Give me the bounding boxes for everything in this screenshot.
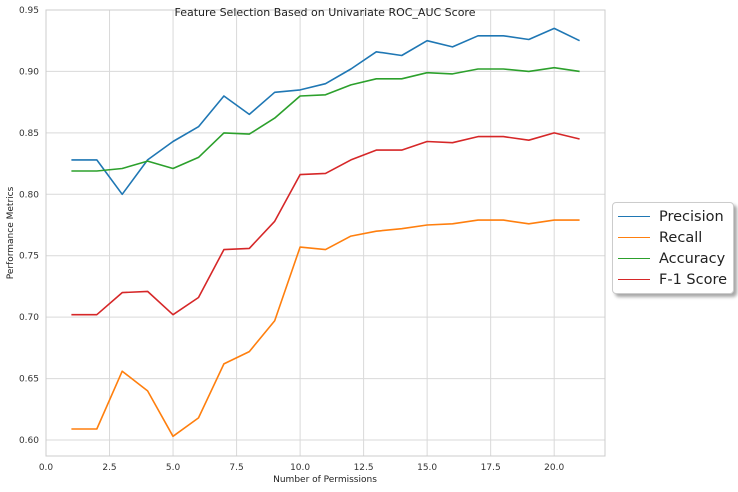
y-tick-label: 0.80 (19, 190, 39, 200)
legend-label-precision: Precision (659, 208, 724, 225)
series-line-precision (71, 27, 580, 196)
y-tick-label: 0.85 (19, 129, 39, 139)
legend-item-precision: Precision (613, 206, 733, 227)
x-tick-label: 5.0 (166, 463, 181, 473)
series-line-f-1-score (71, 132, 580, 316)
x-tick-label: 2.5 (102, 463, 116, 473)
x-tick-label: 7.5 (229, 463, 243, 473)
series-line-recall (71, 219, 580, 438)
y-tick-label: 0.60 (19, 436, 39, 446)
legend-item-accuracy: Accuracy (613, 248, 733, 269)
y-tick-label: 0.65 (19, 375, 39, 385)
legend-label-f1-score: F-1 Score (659, 271, 728, 288)
x-tick-label: 17.5 (481, 463, 501, 473)
legend-swatch-f1-score (618, 279, 650, 280)
series-line-accuracy (71, 66, 580, 172)
chart-title: Feature Selection Based on Univariate RO… (175, 6, 476, 19)
legend-swatch-precision (618, 216, 650, 217)
x-tick-label: 12.5 (354, 463, 374, 473)
plot-area (45, 9, 606, 457)
legend-swatch-accuracy (618, 258, 650, 259)
legend-label-accuracy: Accuracy (659, 250, 726, 267)
y-tick-labels: 0.60 0.65 0.70 0.75 0.80 0.85 0.90 0.95 (19, 6, 39, 446)
legend-item-f1-score: F-1 Score (613, 269, 733, 290)
legend-item-recall: Recall (613, 227, 733, 248)
legend: Precision Recall Accuracy F-1 Score (612, 202, 734, 294)
x-tick-label: 15.0 (417, 463, 437, 473)
x-tick-label: 20.0 (544, 463, 564, 473)
y-tick-label: 0.70 (19, 313, 39, 323)
grid (45, 9, 605, 456)
y-tick-label: 0.90 (19, 67, 39, 77)
x-tick-labels: 0.0 2.5 5.0 7.5 10.0 12.5 15.0 17.5 20.0 (39, 463, 565, 473)
legend-label-recall: Recall (659, 229, 703, 246)
y-axis-label: Performance Metrics (6, 186, 16, 279)
y-tick-label: 0.75 (19, 252, 39, 262)
x-tick-label: 10.0 (290, 463, 310, 473)
x-tick-label: 0.0 (39, 463, 54, 473)
y-tick-label: 0.95 (19, 6, 39, 16)
series-lines (71, 27, 580, 438)
x-axis-label: Number of Permissions (273, 475, 377, 485)
legend-swatch-recall (618, 237, 650, 238)
